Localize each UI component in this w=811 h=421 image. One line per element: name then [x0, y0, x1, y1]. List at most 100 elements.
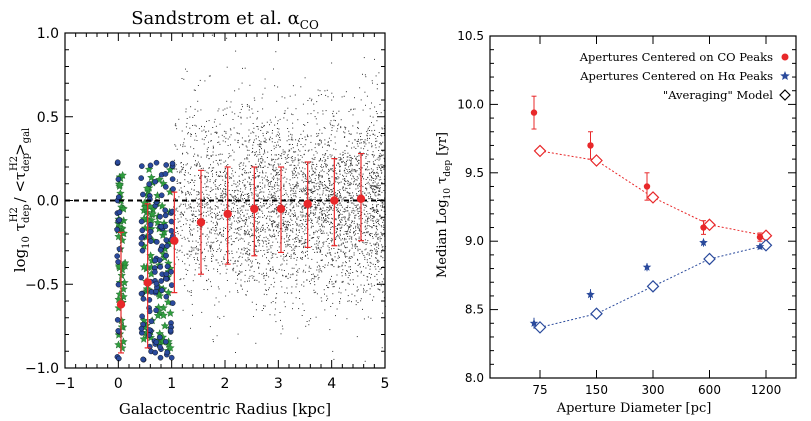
- scatter-dot: [186, 253, 188, 255]
- scatter-dot: [332, 113, 334, 115]
- scatter-dot: [355, 164, 357, 166]
- scatter-dot: [314, 179, 316, 181]
- scatter-dot: [311, 220, 313, 222]
- scatter-dot: [251, 275, 253, 277]
- scatter-dot: [196, 248, 198, 250]
- scatter-dot: [265, 289, 267, 291]
- scatter-dot: [320, 270, 322, 271]
- scatter-dot: [271, 221, 272, 222]
- scatter-dot: [268, 263, 270, 265]
- scatter-dot: [181, 237, 183, 239]
- scatter-dot: [376, 229, 378, 231]
- scatter-dot: [217, 234, 219, 236]
- scatter-dot: [348, 133, 350, 135]
- scatter-dot: [274, 308, 276, 310]
- scatter-dot: [303, 207, 305, 209]
- scatter-dot: [327, 195, 329, 197]
- scatter-dot: [283, 183, 285, 185]
- scatter-dot: [248, 105, 250, 107]
- scatter-dot: [194, 216, 196, 217]
- scatter-dot: [338, 223, 340, 225]
- scatter-dot: [282, 253, 284, 255]
- scatter-dot: [215, 160, 217, 161]
- scatter-dot: [372, 133, 374, 135]
- scatter-dot: [373, 217, 375, 219]
- scatter-dot: [354, 169, 356, 171]
- scatter-dot: [352, 192, 354, 194]
- scatter-dot: [325, 215, 327, 217]
- circle-point: [115, 259, 121, 265]
- scatter-dot: [270, 121, 272, 123]
- scatter-dot: [356, 246, 358, 248]
- scatter-dot: [307, 254, 308, 256]
- scatter-dot: [276, 174, 277, 176]
- scatter-dot: [271, 210, 273, 212]
- scatter-dot: [271, 186, 273, 188]
- scatter-dot: [367, 264, 369, 266]
- scatter-dot: [375, 232, 377, 234]
- scatter-dot: [325, 159, 327, 161]
- scatter-dot: [301, 205, 303, 207]
- scatter-dot: [374, 248, 375, 250]
- scatter-dot: [246, 220, 247, 222]
- scatter-dot: [246, 157, 248, 158]
- scatter-dot: [373, 133, 374, 135]
- scatter-dot: [206, 244, 208, 246]
- scatter-dot: [321, 164, 322, 166]
- scatter-dot: [382, 290, 384, 292]
- scatter-dot: [322, 225, 324, 227]
- scatter-dot: [343, 224, 345, 226]
- y-tick-label: 9.5: [465, 166, 484, 180]
- scatter-dot: [286, 155, 288, 157]
- scatter-dot: [297, 119, 299, 121]
- scatter-dot: [354, 108, 356, 110]
- scatter-dot: [376, 83, 378, 85]
- scatter-dot: [228, 153, 230, 155]
- scatter-dot: [275, 51, 277, 53]
- scatter-dot: [304, 216, 306, 218]
- scatter-dot: [249, 185, 251, 187]
- scatter-dot: [179, 205, 181, 207]
- scatter-dot: [371, 175, 372, 177]
- scatter-dot: [349, 155, 351, 156]
- scatter-dot: [269, 197, 271, 199]
- scatter-dot: [317, 193, 319, 195]
- scatter-dot: [258, 232, 260, 234]
- scatter-dot: [273, 145, 275, 147]
- scatter-dot: [333, 286, 335, 288]
- scatter-dot: [264, 152, 266, 154]
- scatter-dot: [253, 132, 255, 134]
- scatter-dot: [311, 188, 313, 190]
- scatter-dot: [283, 260, 285, 262]
- scatter-dot: [300, 203, 302, 205]
- scatter-dot: [186, 151, 188, 153]
- scatter-dot: [285, 181, 287, 183]
- scatter-dot: [313, 213, 315, 215]
- scatter-dot: [183, 278, 185, 280]
- scatter-dot: [293, 195, 295, 197]
- scatter-dot: [273, 210, 275, 212]
- scatter-dot: [350, 158, 352, 160]
- scatter-dot: [294, 94, 296, 96]
- scatter-dot: [190, 168, 191, 170]
- scatter-dot: [301, 179, 303, 181]
- scatter-dot: [245, 165, 247, 167]
- scatter-dot: [223, 256, 225, 258]
- scatter-dot: [345, 274, 347, 276]
- left-x-axis-label: Galactocentric Radius [kpc]: [119, 400, 331, 418]
- scatter-dot: [350, 257, 352, 259]
- scatter-dot: [361, 154, 363, 156]
- scatter-dot: [205, 235, 207, 237]
- scatter-dot: [251, 265, 253, 267]
- scatter-dot: [378, 193, 380, 195]
- scatter-dot: [344, 253, 346, 254]
- scatter-dot: [381, 235, 383, 237]
- scatter-dot: [293, 167, 295, 169]
- scatter-dot: [337, 207, 339, 209]
- scatter-dot: [355, 171, 357, 173]
- scatter-dot: [344, 180, 346, 182]
- scatter-dot: [304, 215, 306, 217]
- scatter-dot: [297, 269, 299, 271]
- scatter-dot: [366, 276, 368, 278]
- scatter-dot: [370, 186, 372, 188]
